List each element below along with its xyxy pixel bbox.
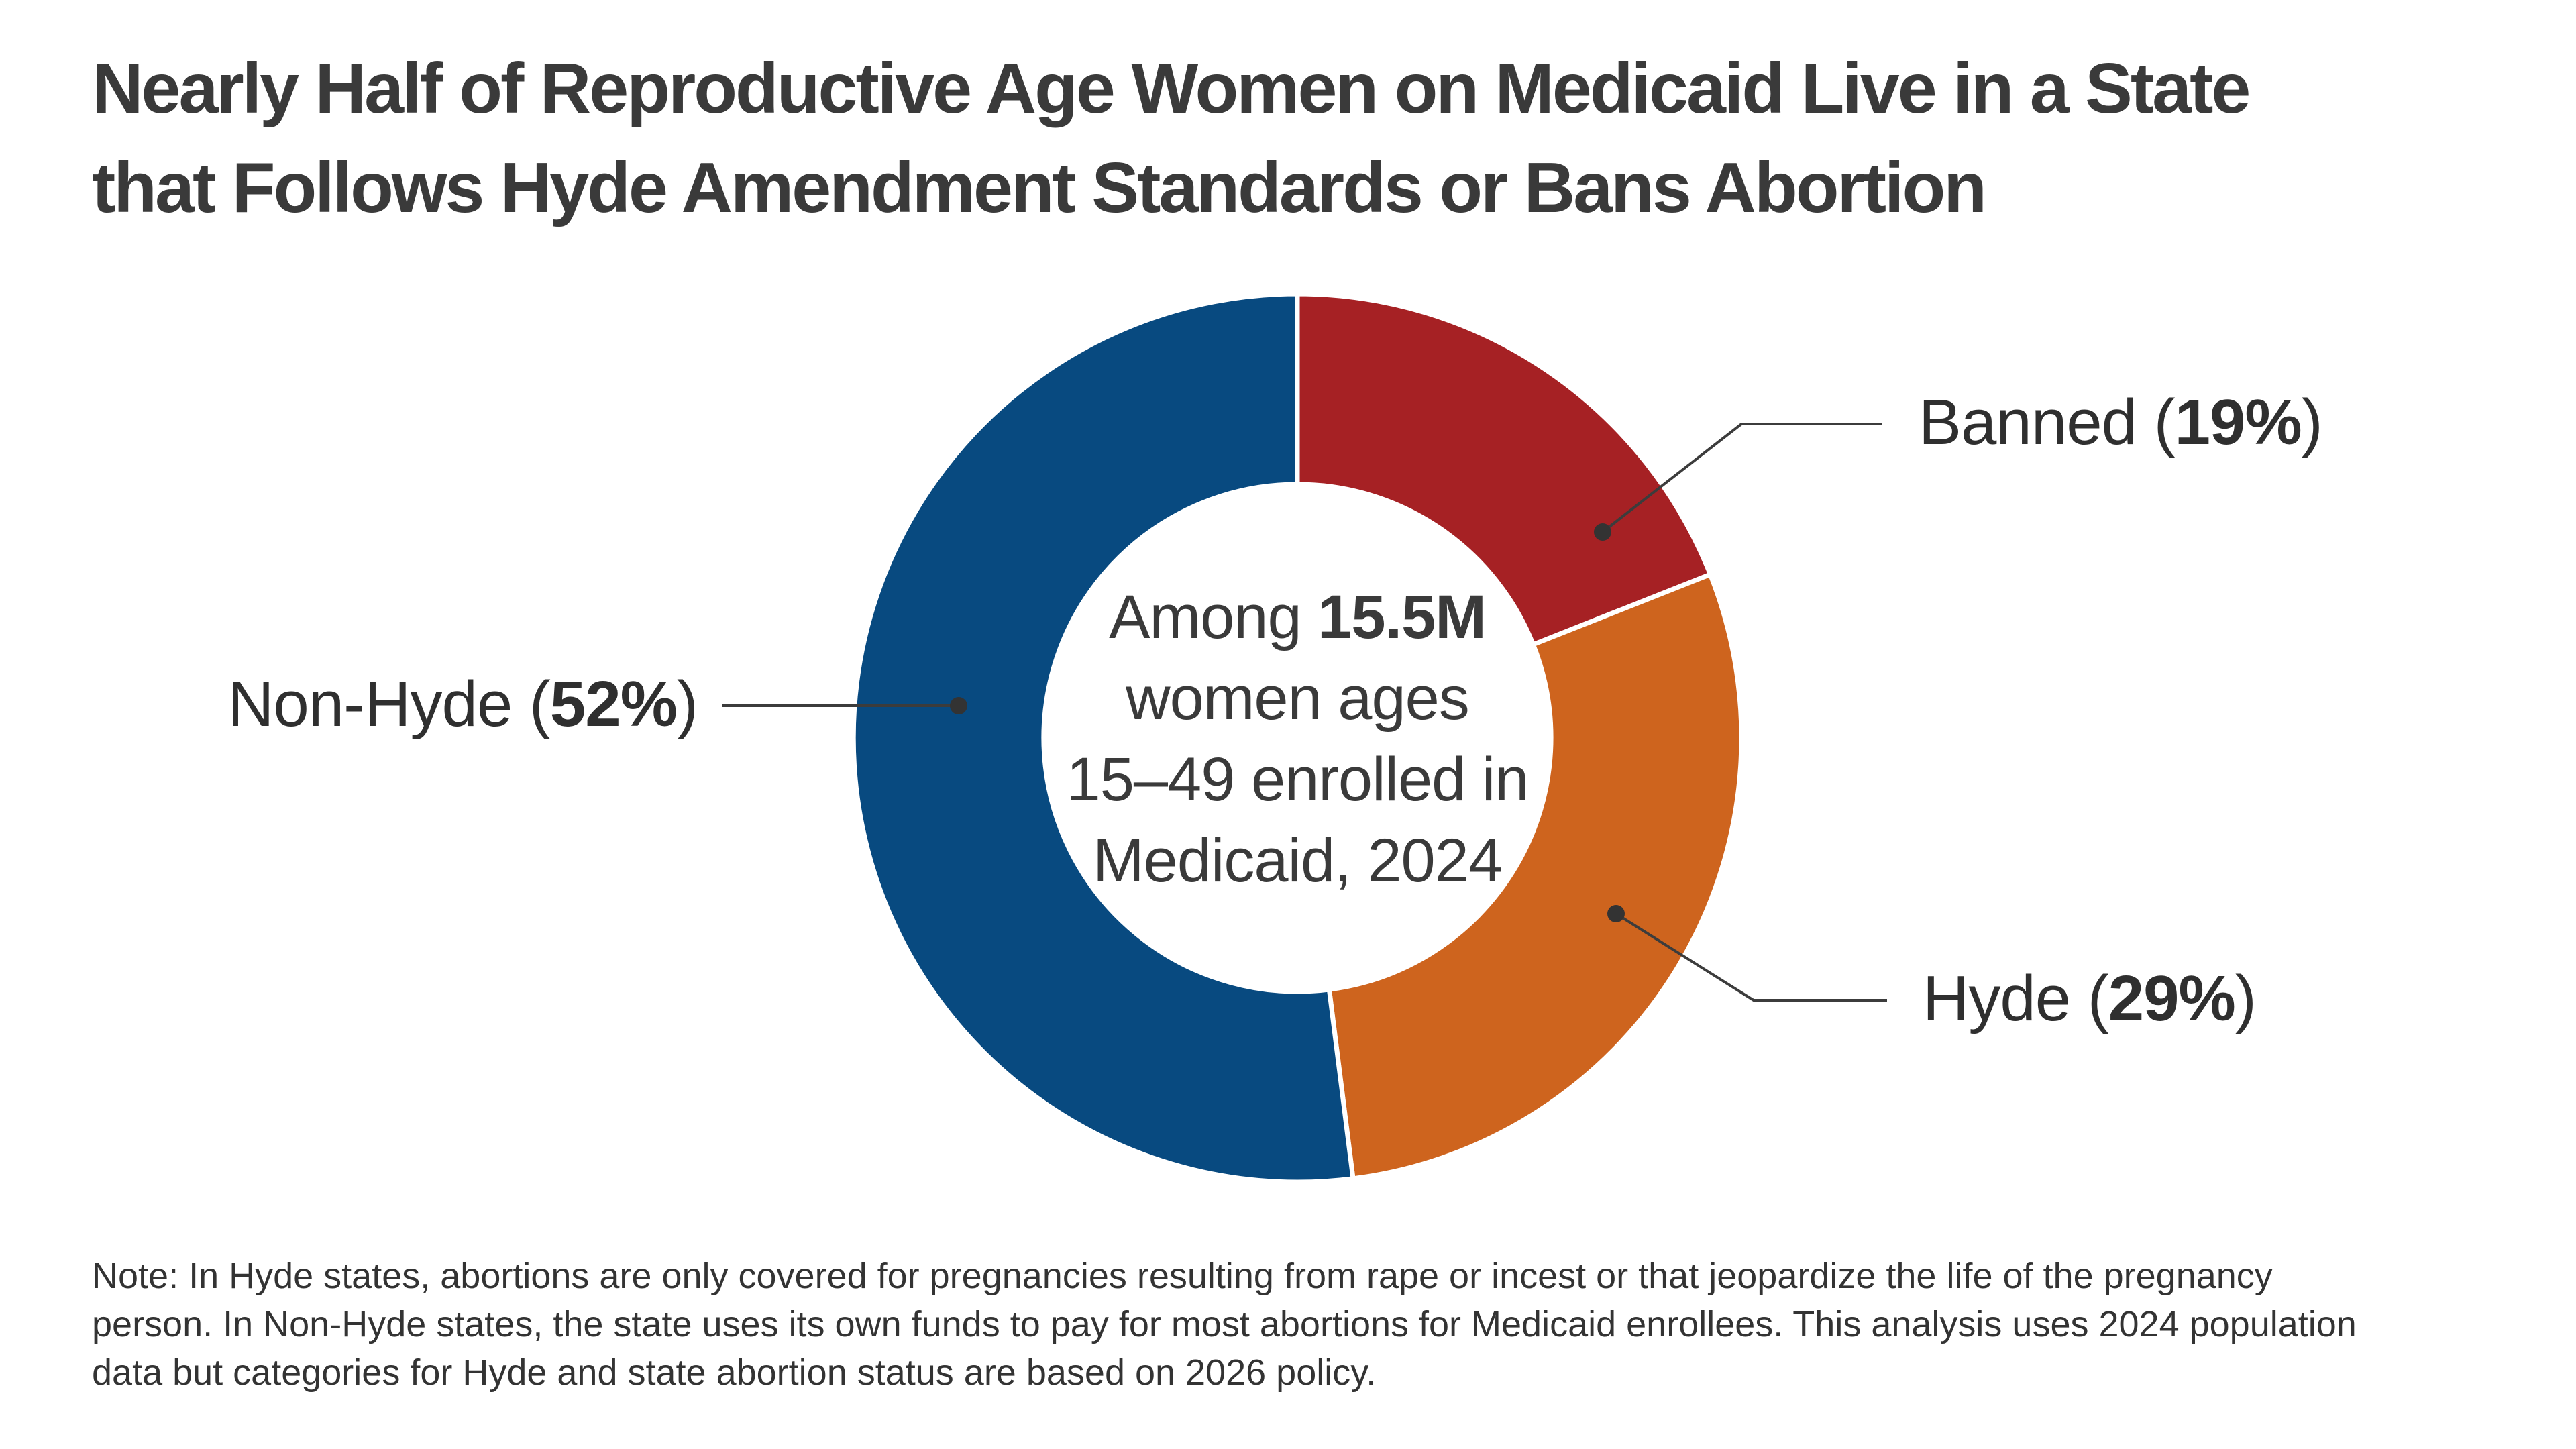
leader-dot-banned [1594, 523, 1611, 541]
slice-label-banned: Banned (19%) [1919, 386, 2323, 458]
leader-line-hyde [1615, 912, 1887, 1002]
center-label-line4: Medicaid, 2024 [1093, 826, 1503, 895]
donut-slice-hyde[interactable] [1326, 572, 1744, 1181]
donut-center-label: Among 15.5M women ages 15–49 enrolled in… [1056, 551, 1539, 927]
chart-note: Note: In Hyde states, abortions are only… [92, 1252, 2357, 1397]
slice-label-hyde: Hyde (29%) [1923, 962, 2257, 1034]
chart-title: Nearly Half of Reproductive Age Women on… [92, 39, 2251, 237]
chart-title-line1: Nearly Half of Reproductive Age Women on… [92, 49, 2251, 128]
chart-note-line2: person. In Non-Hyde states, the state us… [92, 1304, 2357, 1344]
leader-dot-non-hyde [950, 697, 967, 714]
leader-line-banned [1601, 423, 1882, 533]
donut-slices [851, 291, 1744, 1185]
chart-note-line1: Note: In Hyde states, abortions are only… [92, 1256, 2273, 1296]
donut-slice-banned[interactable] [1295, 291, 1713, 647]
center-label-line1: Among 15.5M [1109, 583, 1487, 651]
center-label-line3: 15–49 enrolled in [1066, 745, 1529, 814]
center-label-line2: women ages [1126, 664, 1470, 733]
donut-slice-non-hyde[interactable] [851, 291, 1356, 1185]
chart-title-line2: that Follows Hyde Amendment Standards or… [92, 148, 1987, 227]
chart-note-line3: data but categories for Hyde and state a… [92, 1352, 1377, 1393]
slice-label-non-hyde: Non-Hyde (52%) [227, 667, 698, 740]
leader-dot-hyde [1607, 905, 1625, 922]
